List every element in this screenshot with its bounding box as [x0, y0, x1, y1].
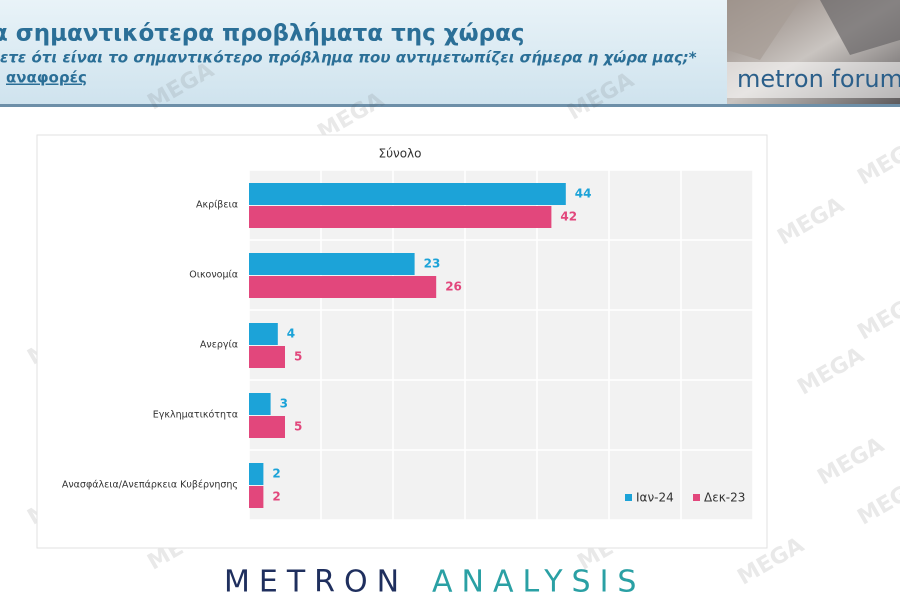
logo-text: metron forum	[737, 65, 900, 93]
footer-brand: METRON	[224, 565, 408, 600]
bar	[249, 486, 264, 508]
y-tick-label: Ανασφάλεια/Ανεπάρκεια Κυβέρνησης	[62, 480, 238, 491]
y-tick-label: Οικονομία	[189, 270, 238, 281]
watermark: MEGA	[794, 343, 869, 401]
slide-question: ετε ότι είναι το σημαντικότερο πρόβλημα …	[0, 49, 697, 67]
slide-title: α σημαντικότερα προβλήματα της χώρας	[0, 21, 525, 47]
data-label: 44	[575, 187, 592, 201]
header-rule	[0, 104, 900, 107]
bar	[249, 206, 552, 228]
watermark: MEGA	[854, 133, 900, 191]
data-label: 2	[272, 490, 280, 504]
watermark: MEGA	[854, 288, 900, 346]
data-label: 4	[287, 327, 295, 341]
data-label: 5	[294, 420, 302, 434]
legend-swatch	[693, 494, 700, 501]
data-label: 42	[560, 210, 577, 224]
bar	[249, 463, 264, 485]
chart-title: Σύνολο	[378, 147, 421, 161]
data-label: 23	[424, 257, 441, 271]
watermark: MEGA	[774, 193, 849, 251]
logo-shape	[727, 0, 800, 60]
legend-label: Δεκ-23	[704, 491, 745, 505]
logo-shape	[820, 0, 900, 55]
watermark: MEGA	[814, 433, 889, 491]
data-label: 3	[280, 397, 288, 411]
legend-label: Ιαν-24	[636, 491, 674, 505]
bar	[249, 276, 437, 298]
slide-link[interactable]: αναφορές	[6, 69, 87, 87]
bar	[249, 346, 285, 368]
bar	[249, 416, 285, 438]
logo-plate	[727, 62, 900, 98]
data-label: 26	[445, 280, 462, 294]
y-tick-label: Ακρίβεια	[196, 200, 238, 211]
bar	[249, 323, 278, 345]
legend-swatch	[625, 494, 632, 501]
data-label: 5	[294, 350, 302, 364]
y-tick-label: Εγκληματικότητα	[153, 410, 238, 421]
bar	[249, 253, 415, 275]
plot-area	[249, 170, 753, 520]
data-label: 2	[272, 467, 280, 481]
bar	[249, 183, 566, 205]
y-tick-label: Ανεργία	[200, 340, 238, 351]
bar	[249, 393, 271, 415]
footer-brand: ANALYSIS	[432, 565, 645, 600]
watermark: MEGA	[854, 473, 900, 531]
